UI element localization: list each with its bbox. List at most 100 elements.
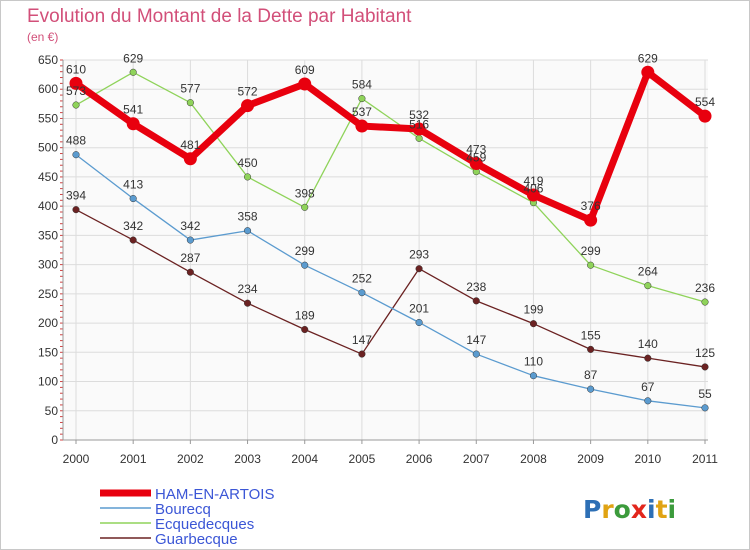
data-label: 488: [66, 134, 86, 148]
data-point: [701, 404, 709, 412]
x-tick-label: 2005: [349, 452, 376, 466]
data-point: [72, 101, 80, 109]
data-point: [358, 350, 366, 358]
data-point: [529, 372, 538, 380]
data-point: [129, 236, 137, 244]
plot-background: [63, 60, 708, 440]
data-point: [701, 363, 709, 371]
data-labels: 394 342 287 234 189 147 293 238 199 155 140 125 488 4…: [66, 51, 715, 401]
y-tick-label: 500: [38, 141, 58, 155]
series-line: [75, 71, 706, 303]
data-point: [701, 298, 709, 306]
data-label: 238: [466, 280, 486, 294]
data-point: [243, 299, 252, 307]
data-label: 199: [523, 303, 543, 317]
data-label: 264: [638, 265, 658, 279]
y-tick-label: 650: [38, 53, 58, 67]
data-label: 87: [584, 368, 598, 382]
data-label: 629: [638, 51, 658, 65]
data-point: [129, 68, 137, 76]
data-point: [358, 289, 366, 297]
axes: 0 50 100 150 200 250 300 350 400 450 500 550 600 650 2…: [38, 53, 718, 466]
series-line: [75, 154, 706, 409]
data-label: 342: [180, 219, 200, 233]
x-tick-label: 2010: [634, 452, 661, 466]
data-point: [587, 261, 595, 269]
y-tick-label: 250: [38, 287, 58, 301]
logo-letter: i: [647, 495, 656, 524]
data-point: [186, 268, 194, 276]
series-line: [72, 68, 709, 224]
unit-label: (en €): [27, 30, 58, 44]
x-tick-label: 2001: [120, 452, 147, 466]
data-point: [301, 261, 309, 269]
series-line: [75, 209, 706, 368]
data-point: [186, 99, 194, 107]
data-label: 450: [238, 156, 258, 170]
data-point: [472, 350, 480, 358]
data-point: [298, 77, 312, 91]
data-label: 481: [180, 138, 200, 152]
data-point: [587, 345, 595, 353]
legend-label: Ecquedecques: [155, 516, 254, 533]
data-label: 125: [695, 346, 715, 360]
data-label: 287: [180, 251, 200, 265]
data-point: [644, 354, 652, 362]
y-tick-label: 200: [38, 316, 58, 330]
data-label: 541: [123, 103, 143, 117]
data-label: 406: [523, 182, 543, 196]
data-label: 572: [238, 85, 258, 99]
data-label: 609: [295, 63, 315, 77]
data-label: 584: [352, 78, 372, 92]
logo-letter: o: [614, 495, 631, 524]
logo-letter: t: [656, 495, 668, 524]
data-label: 140: [638, 337, 658, 351]
data-point: [415, 134, 423, 142]
data-point: [469, 156, 483, 170]
data-point: [472, 297, 480, 305]
data-point: [412, 122, 426, 136]
series: [69, 65, 712, 412]
y-tick-label: 150: [38, 345, 58, 359]
data-point: [243, 227, 252, 235]
data-label: 236: [695, 281, 715, 295]
legend-label: Bourecq: [155, 501, 211, 518]
grid: [63, 59, 708, 441]
logo-letter: P: [583, 495, 601, 524]
data-point: [355, 119, 369, 133]
chart-title: Evolution du Montant de la Dette par Hab…: [27, 6, 412, 27]
data-point: [641, 65, 655, 79]
logo-letter: i: [668, 495, 677, 524]
y-tick-label: 450: [38, 170, 58, 184]
y-tick-label: 550: [38, 111, 58, 125]
data-point: [526, 188, 540, 202]
data-point: [358, 95, 366, 103]
data-label: 201: [409, 301, 429, 315]
data-point: [584, 213, 598, 227]
data-label: 473: [466, 142, 486, 156]
data-label: 358: [238, 210, 258, 224]
x-tick-label: 2000: [63, 452, 90, 466]
data-point: [587, 385, 595, 393]
data-point: [301, 325, 309, 334]
x-tick-label: 2008: [520, 452, 547, 466]
data-label: 629: [123, 51, 143, 65]
data-point: [698, 109, 712, 123]
data-label: 394: [66, 189, 86, 203]
data-label: 147: [352, 333, 372, 347]
data-label: 293: [409, 248, 429, 262]
data-label: 299: [295, 244, 315, 258]
data-point: [183, 152, 197, 166]
data-label: 110: [524, 355, 543, 369]
data-label: 147: [466, 333, 486, 347]
logo-letter: x: [631, 495, 647, 524]
data-label: 55: [698, 387, 712, 401]
data-label: 516: [409, 117, 429, 131]
data-point: [72, 151, 80, 159]
data-point: [415, 265, 423, 273]
data-point: [301, 203, 309, 211]
y-tick-label: 100: [38, 375, 58, 389]
y-tick-label: 350: [38, 228, 58, 242]
